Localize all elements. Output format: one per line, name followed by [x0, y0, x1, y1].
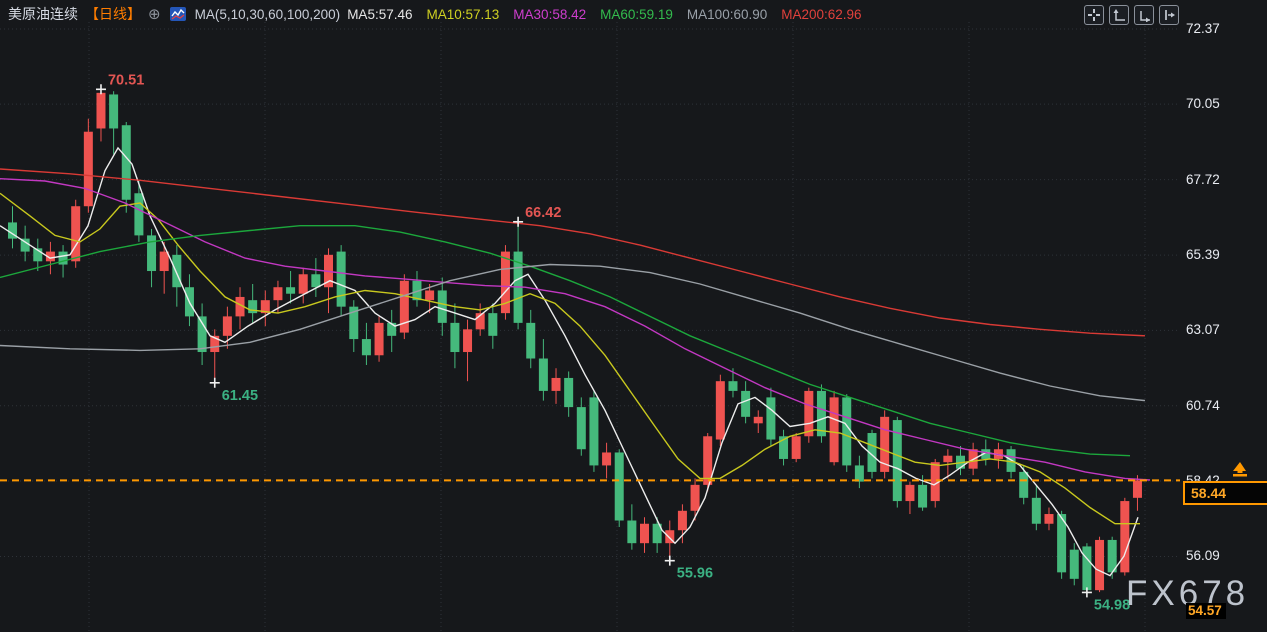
- ma-line-ma5: [0, 146, 1139, 577]
- extreme-marker: [1081, 587, 1092, 598]
- ma-legend-item-ma5: MA5:57.46: [347, 6, 413, 22]
- axis-tick-label: 67.72: [1186, 171, 1220, 187]
- price-up-arrow-icon: [1229, 462, 1251, 482]
- chart-header: 美原油连续 【日线】 ⊕ MA(5,10,30,60,100,200) MA5:…: [8, 4, 862, 24]
- ma-legend-item-ma200: MA200:62.96: [781, 6, 862, 22]
- low-price-annotation: 55.96: [677, 566, 713, 582]
- symbol-name: 美原油连续: [8, 6, 78, 22]
- scale-y-axis-icon[interactable]: [1109, 5, 1129, 25]
- axis-tick-label: 70.05: [1186, 96, 1220, 112]
- extreme-marker: [95, 84, 106, 95]
- chart-toolbar: [1084, 5, 1179, 25]
- ma-legend: MA5:57.46 MA10:57.13 MA30:58.42 MA60:59.19 M…: [347, 7, 861, 22]
- ma-line-ma30: [0, 178, 1151, 481]
- ma-legend-item-ma60: MA60:59.19: [600, 6, 673, 22]
- axis-tick-label: 60.74: [1186, 397, 1220, 413]
- extreme-marker: [209, 377, 220, 388]
- ma-line-ma10: [0, 192, 1140, 525]
- extreme-marker: [664, 555, 675, 566]
- high-price-annotation: 66.42: [525, 205, 561, 221]
- timeframe-label: 【日线】: [85, 6, 141, 22]
- ma-line-ma60: [0, 224, 1131, 457]
- axis-tick-label: 56.09: [1186, 548, 1220, 564]
- indicator-icon: [169, 7, 186, 21]
- axis-tick-label: 72.37: [1186, 21, 1220, 36]
- scale-x-axis-icon[interactable]: [1134, 5, 1154, 25]
- ma-legend-item-ma30: MA30:58.42: [513, 6, 587, 22]
- axis-bottom-label: 54.57: [1186, 603, 1226, 619]
- reset-scale-icon[interactable]: [1159, 5, 1179, 25]
- low-price-annotation: 54.98: [1094, 597, 1130, 613]
- ma-legend-item-ma10: MA10:57.13: [426, 6, 500, 22]
- extreme-marker: [513, 216, 524, 227]
- current-price-label: 58.44: [1183, 481, 1267, 506]
- axis-tick-label: 65.39: [1186, 247, 1220, 263]
- ma-settings-label: MA(5,10,30,60,100,200): [194, 6, 341, 22]
- pan-tool-icon[interactable]: [1084, 5, 1104, 25]
- ma-legend-item-ma100: MA100:60.90: [686, 6, 768, 22]
- add-compare-icon[interactable]: ⊕: [148, 6, 161, 23]
- ma-line-ma200: [0, 168, 1146, 337]
- ma-line-ma100: [0, 263, 1146, 402]
- axis-tick-label: 63.07: [1186, 322, 1220, 338]
- low-price-annotation: 61.45: [222, 388, 258, 404]
- high-price-annotation: 70.51: [108, 72, 144, 88]
